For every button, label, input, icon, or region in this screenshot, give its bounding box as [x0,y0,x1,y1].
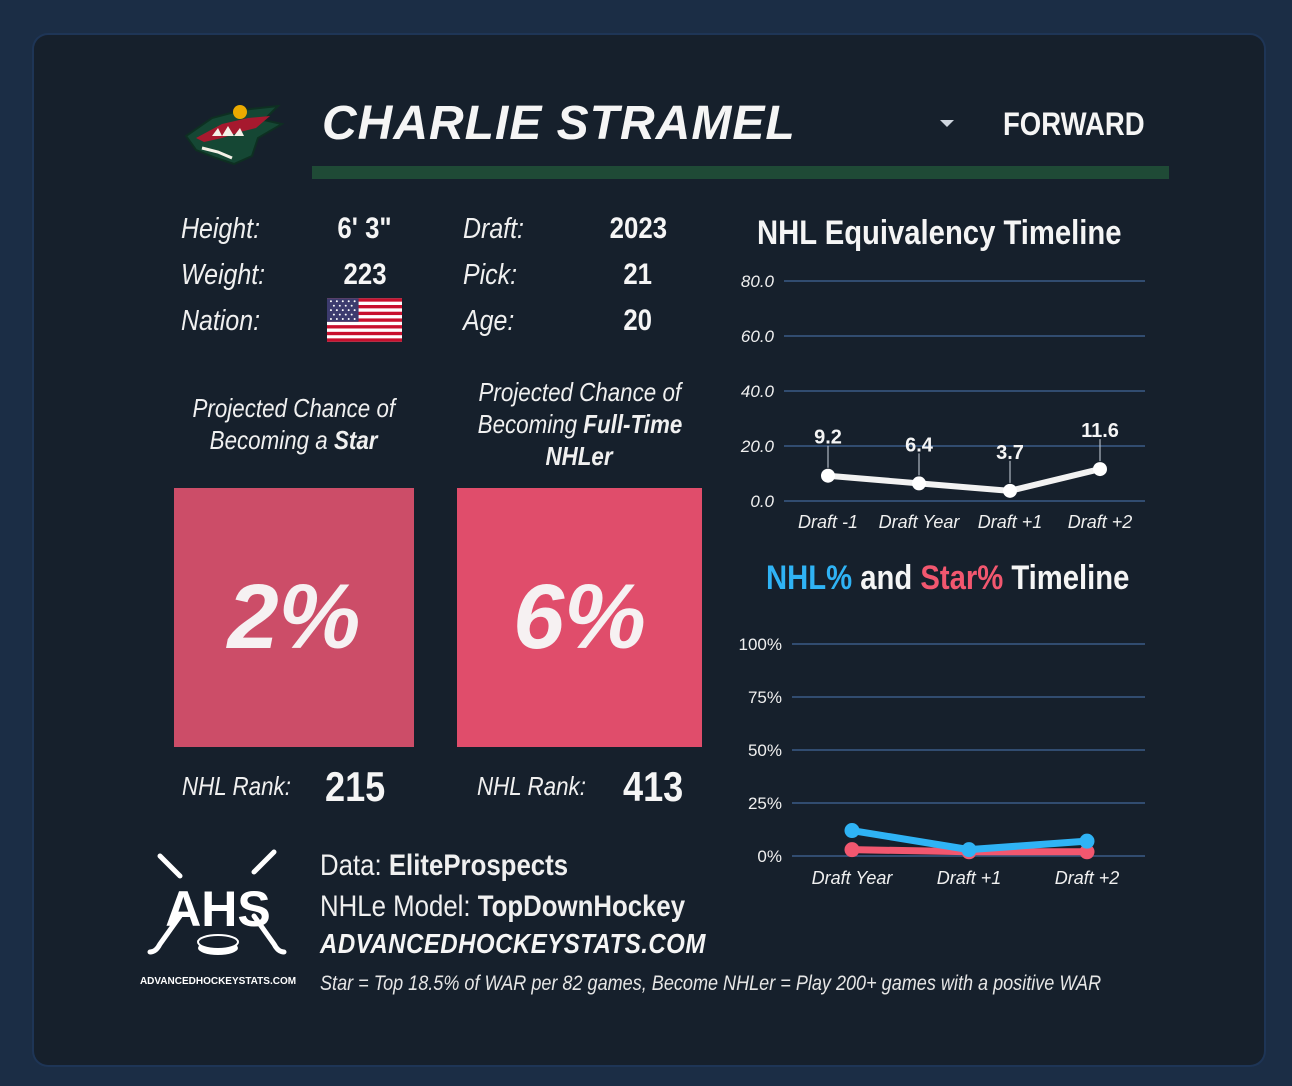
nhl-pct-title-part: NHL% [766,559,853,597]
position-label: FORWARD [1003,106,1145,142]
star-pct-point [844,842,860,858]
ahs-logo: AHS ADVANCEDHOCKEYSTATS.COM [140,849,296,987]
age-label: Age: [463,305,515,337]
ahs-logo-caption: ADVANCEDHOCKEYSTATS.COM [140,976,296,987]
y-tick-label: 100% [739,635,782,654]
star-rank-value: 215 [325,763,386,810]
footnote: Star = Top 18.5% of WAR per 82 games, Be… [320,972,1102,995]
weight-label: Weight: [181,259,266,291]
x-tick-label: Draft Year [812,868,894,888]
data-label: 3.7 [996,442,1024,464]
team-logo-icon [184,104,285,166]
weight-value: 223 [343,258,387,291]
usa-flag-icon [327,298,402,342]
x-tick-label: Draft +1 [937,868,1002,888]
y-tick-label: 60.0 [741,327,775,346]
pick-label: Pick: [463,259,518,291]
data-label: 11.6 [1081,420,1119,442]
star-percent-value: 2% [227,566,361,668]
x-tick-label: Draft +1 [978,512,1043,532]
x-tick-label: Draft Year [879,512,961,532]
height-label: Height: [181,213,261,245]
data-label: 6.4 [905,434,934,456]
model-credit: NHLe Model: TopDownHockey [320,890,686,923]
player-name: CHARLIE STRAMEL [322,97,796,150]
nhler-percent-value: 6% [513,566,646,668]
nhl-pct-point [1079,833,1095,849]
age-value: 20 [623,304,653,337]
nation-label: Nation: [181,305,261,337]
y-tick-label: 40.0 [741,382,775,401]
ahs-logo-text: AHS [165,881,271,937]
data-point [1003,483,1017,498]
y-tick-label: 50% [748,741,782,760]
x-tick-label: Draft +2 [1068,512,1133,532]
nhler-rank-value: 413 [623,763,684,810]
y-tick-label: 20.0 [740,437,775,456]
data-credit: Data: EliteProspects [320,849,569,882]
pct-chart-title: NHL% and Star% Timeline [766,559,1130,597]
data-label: 9.2 [814,427,842,449]
data-point [912,476,926,491]
x-tick-label: Draft -1 [798,512,858,532]
data-point [1093,462,1107,477]
star-projection-title: Projected Chance of Becoming a Star [192,393,396,455]
nhl-pct-point [844,823,860,839]
nhle-chart-title: NHL Equivalency Timeline [757,214,1122,252]
nhle-series-line [827,466,1101,494]
nhler-rank-label: NHL Rank: [477,771,586,801]
header-divider [312,166,1169,179]
nhl-pct-point [961,842,977,858]
pick-value: 21 [623,258,653,291]
draft-value: 2023 [609,212,667,245]
star-rank-label: NHL Rank: [182,771,291,801]
chevron-down-icon[interactable] [940,120,954,127]
nhler-projection-title: Projected Chance of Becoming Full-Time N… [477,377,682,471]
x-tick-label: Draft +2 [1055,868,1120,888]
height-value: 6' 3" [337,212,393,245]
pct-chart: 100% 75% 50% 25% 0% Draft Year Draft +1 Draft +… [739,635,1145,888]
nhler-percent-box: 6% [457,488,702,747]
draft-label: Draft: [463,213,524,245]
nhle-chart: 80.0 60.0 40.0 20.0 0.0 9.2 Draft -1 6.4 Draft Y… [740,272,1145,532]
y-tick-label: 25% [748,794,782,813]
star-pct-title-part: Star% [920,559,1004,597]
y-tick-label: 0.0 [750,492,774,511]
data-point [821,468,835,483]
y-tick-label: 75% [748,688,782,707]
star-percent-box: 2% [174,488,414,747]
site-link[interactable]: ADVANCEDHOCKEYSTATS.COM [320,928,706,959]
y-tick-label: 0% [757,847,782,866]
star-pct-point [1079,844,1095,860]
y-tick-label: 80.0 [741,272,775,291]
